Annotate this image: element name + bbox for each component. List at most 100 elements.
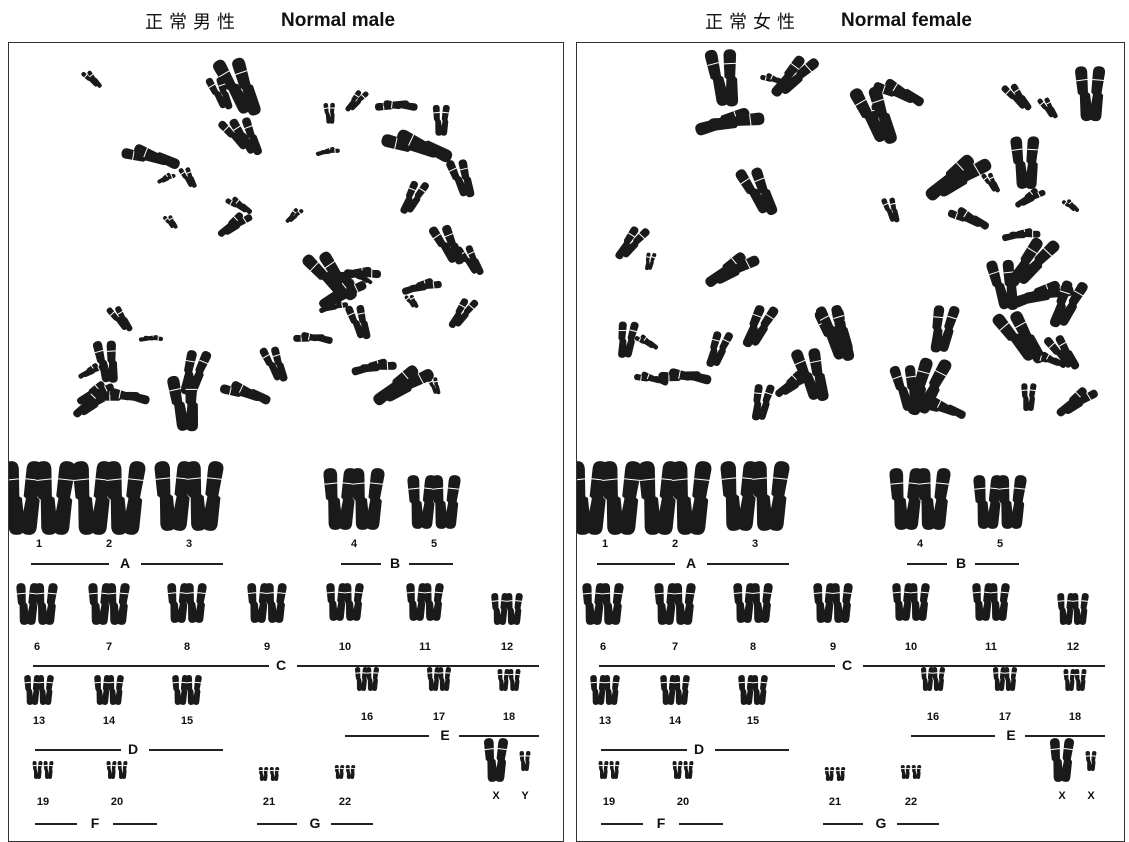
group-divider-line: [1025, 735, 1105, 737]
karyotype-chromosome-18: [1063, 669, 1076, 691]
metaphase-chromosome-chromatid: [757, 384, 775, 420]
karyotype-chromosome-9-chromatid: [840, 583, 853, 623]
metaphase-chromosome: [1043, 335, 1080, 370]
chromosome-number-label: 2: [105, 538, 113, 550]
karyotype-chromosome-15-chromatid: [192, 675, 202, 705]
metaphase-chromosome-chromatid: [106, 340, 118, 383]
metaphase-chromosome: [217, 212, 253, 237]
karyotype-chromosome-21-chromatid: [824, 767, 830, 781]
karyotype-chromosome-19: [609, 761, 620, 779]
metaphase-chromosome-chromatid: [285, 208, 299, 223]
metaphase-chromosome: [157, 172, 176, 184]
karyotype-chromosome-17-chromatid: [992, 667, 1001, 691]
group-divider-line: [911, 735, 995, 737]
karyotype-chromosome-22-chromatid: [905, 765, 911, 779]
metaphase-chromosome: [849, 86, 897, 144]
metaphase-chromosome: [1015, 187, 1046, 208]
metaphase-chromosome-chromatid: [232, 196, 253, 215]
metaphase-chromosome: [259, 346, 288, 382]
metaphase-chromosome: [138, 335, 163, 342]
metaphase-chromosome-chromatid: [448, 298, 469, 329]
karyotype-chromosome-X: [1050, 738, 1074, 782]
group-divider-line: [907, 563, 947, 565]
karyotype-chromosome-3-chromatid: [185, 461, 207, 531]
metaphase-chromosome-chromatid: [1041, 351, 1067, 368]
metaphase-chromosome-chromatid: [409, 294, 419, 309]
karyotype-chromosome-21-chromatid: [269, 767, 275, 781]
metaphase-chromosome-chromatid: [115, 306, 133, 332]
chromosome-number-label: 20: [676, 796, 690, 808]
chromosome-number-label: 15: [746, 715, 760, 727]
karyotype-chromosome-9-chromatid: [830, 583, 844, 623]
metaphase-chromosome-chromatid: [225, 198, 248, 213]
female-chromosome-figure: [577, 49, 1106, 782]
metaphase-chromosome-chromatid: [383, 100, 418, 111]
metaphase-chromosome: [374, 100, 418, 111]
karyotype-chromosome-21-chromatid: [835, 767, 841, 781]
metaphase-chromosome: [446, 159, 475, 198]
karyotype-chromosome-6-chromatid: [44, 583, 58, 625]
metaphase-chromosome: [167, 375, 199, 432]
metaphase-chromosome: [225, 196, 253, 215]
chromosome-number-label: 21: [262, 796, 276, 808]
metaphase-chromosome-chromatid: [750, 306, 779, 346]
header-male-zh: 正常男性: [145, 12, 241, 33]
karyotype-chromosome-10-chromatid: [326, 583, 338, 621]
karyotype-chromosome-6-chromatid: [610, 583, 624, 625]
karyotype-chromosome-Y-chromatid: [524, 751, 531, 771]
metaphase-chromosome-chromatid: [345, 305, 365, 339]
metaphase-chromosome-chromatid: [808, 348, 829, 402]
header-male-en: Normal male: [281, 10, 396, 31]
metaphase-chromosome: [907, 357, 952, 416]
metaphase-chromosome: [163, 215, 178, 229]
metaphase-chromosome: [381, 129, 453, 163]
karyotype-chromosome-2: [671, 461, 712, 535]
metaphase-chromosome-chromatid: [957, 207, 990, 230]
metaphase-chromosome: [634, 334, 659, 350]
karyotype-chromosome-8-chromatid: [167, 583, 180, 623]
chromosome-number-label: 15: [180, 715, 194, 727]
metaphase-chromosome-chromatid: [668, 368, 712, 385]
metaphase-chromosome-chromatid: [205, 77, 227, 109]
karyotype-chromosome-7-chromatid: [654, 583, 668, 625]
header-female-zh: 正常女性: [705, 12, 801, 33]
metaphase-chromosome-chromatid: [1007, 237, 1043, 287]
chromosome-number-label: 2: [671, 538, 679, 550]
karyotype-chromosome-22-chromatid: [345, 765, 351, 779]
chromosome-number-label: 1: [35, 538, 43, 550]
karyotype-chromosome-1-chromatid: [53, 461, 76, 535]
metaphase-chromosome-chromatid: [1034, 354, 1061, 366]
group-divider-line: [897, 823, 939, 825]
metaphase-chromosome: [351, 358, 397, 376]
metaphase-chromosome: [735, 167, 778, 216]
metaphase-chromosome-chromatid: [242, 117, 262, 156]
karyotype-chromosome-17-chromatid: [437, 667, 446, 691]
karyotype-chromosome-2-chromatid: [123, 461, 146, 535]
karyotype-chromosome-3-chromatid: [154, 461, 176, 531]
karyotype-chromosome-2-chromatid: [689, 461, 712, 535]
karyotype-chromosome-1-chromatid: [577, 461, 591, 535]
metaphase-chromosome-chromatid: [791, 349, 820, 400]
metaphase-chromosome-chromatid: [213, 59, 251, 114]
karyotype-chromosome-X: [484, 738, 508, 782]
karyotype-chromosome-14: [107, 675, 124, 705]
karyotype-chromosome-21: [258, 767, 269, 781]
metaphase-chromosome-chromatid: [907, 357, 933, 416]
metaphase-chromosome-chromatid: [259, 347, 282, 381]
group-divider-line: [33, 665, 269, 667]
karyotype-chromosome-16-chromatid: [931, 667, 940, 691]
metaphase-chromosome-chromatid: [109, 388, 150, 405]
male-chromosome-figure: [9, 57, 531, 782]
chromosome-number-label: 7: [671, 641, 679, 653]
karyotype-chromosome-16: [354, 667, 369, 691]
karyotype-chromosome-21: [269, 767, 280, 781]
metaphase-chromosome-chromatid: [1017, 240, 1060, 285]
karyotype-chromosome-13-chromatid: [610, 675, 620, 705]
karyotype-chromosome-8-chromatid: [184, 583, 198, 623]
karyotype-chromosome-14: [673, 675, 690, 705]
chromosome-number-label: 19: [602, 796, 616, 808]
group-divider-line: [31, 563, 109, 565]
metaphase-chromosome-chromatid: [849, 88, 888, 143]
karyotype-chromosome-18: [508, 669, 521, 691]
metaphase-chromosome: [1007, 237, 1060, 287]
